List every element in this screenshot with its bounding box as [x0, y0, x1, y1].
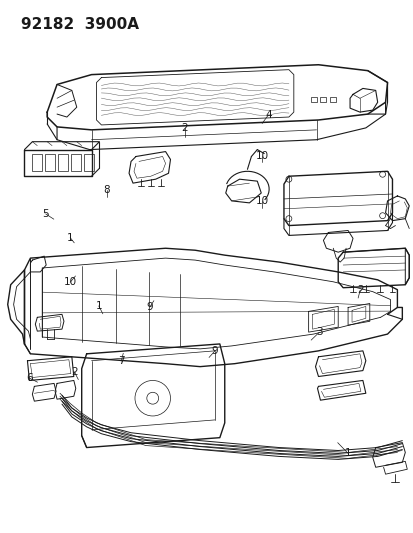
Bar [45, 154, 55, 171]
Text: 2: 2 [181, 123, 188, 133]
Bar [330, 98, 335, 102]
Text: 3: 3 [315, 327, 322, 337]
Bar [310, 98, 316, 102]
Text: 5: 5 [42, 209, 49, 219]
Bar [83, 154, 93, 171]
Text: 8: 8 [103, 185, 110, 195]
Text: 2: 2 [71, 367, 77, 377]
Text: 10: 10 [255, 151, 268, 161]
Text: 92182  3900A: 92182 3900A [21, 18, 138, 33]
Text: 2: 2 [356, 285, 363, 295]
Text: 4: 4 [264, 110, 271, 120]
Text: 10: 10 [255, 196, 268, 206]
Bar [71, 154, 81, 171]
Text: 6: 6 [26, 373, 33, 383]
Bar [320, 98, 325, 102]
Text: 9: 9 [146, 302, 153, 312]
Text: 9: 9 [211, 345, 218, 356]
Bar [58, 154, 68, 171]
Bar [32, 154, 42, 171]
Text: 1: 1 [344, 448, 350, 458]
Text: 10: 10 [64, 277, 76, 287]
Text: 1: 1 [95, 301, 102, 311]
Text: 7: 7 [118, 356, 124, 366]
Text: 1: 1 [66, 232, 73, 243]
